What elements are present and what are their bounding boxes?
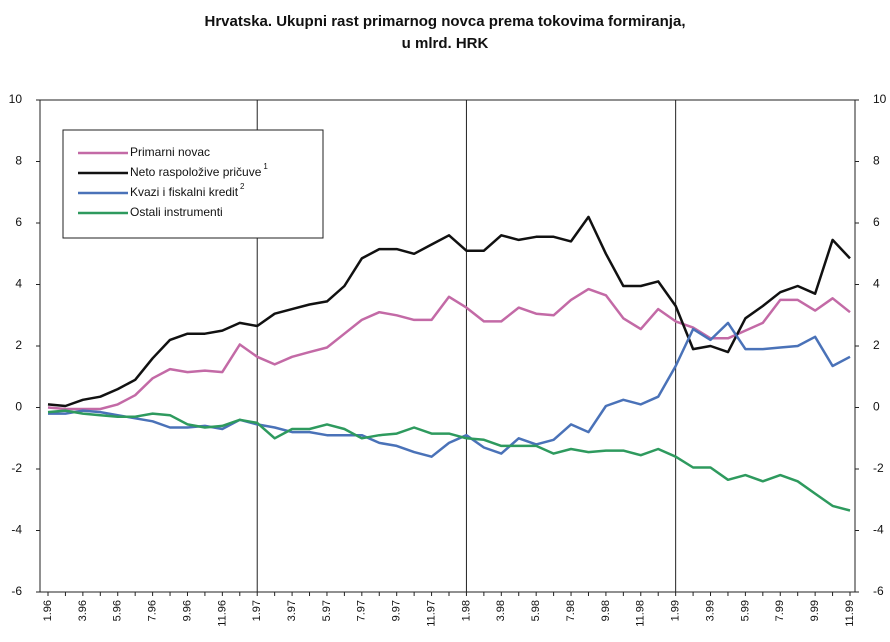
x-tick-label: 5.97 [321,600,333,621]
x-tick-label: 11.96 [216,600,228,627]
y2-tick-label: 0 [873,400,880,414]
y2-tick-label: 6 [873,215,880,229]
y2-tick-label: 2 [873,338,880,352]
x-tick-label: 3.96 [77,600,89,621]
y-tick-label: 6 [15,215,22,229]
x-tick-label: 9.99 [809,600,821,621]
legend-label: Primarni novac [130,145,210,159]
y-tick-label: 4 [15,277,22,291]
x-tick-label: 3.98 [495,600,507,621]
x-tick-label: 7.96 [147,600,159,621]
x-tick-label: 3.97 [286,600,298,621]
chart-title: u mlrd. HRK [402,35,489,52]
y2-tick-label: 8 [873,154,880,168]
series-line [47,215,851,408]
chart-title: Hrvatska. Ukupni rast primarnog novca pr… [205,13,686,30]
y2-tick-label: -4 [873,523,884,537]
x-tick-label: 1.97 [251,600,263,621]
x-tick-label: 3.99 [704,600,716,621]
legend-label: Neto raspoložive pričuve [130,165,262,179]
y-tick-label: -4 [11,523,22,537]
x-tick-label: 5.99 [739,600,751,621]
x-tick-label: 7.97 [356,600,368,621]
x-tick-label: 5.98 [530,600,542,621]
x-tick-label: 9.98 [600,600,612,621]
legend-label: Kvazi i fiskalni kredit [130,185,239,199]
series-line [47,409,851,512]
y2-tick-label: 10 [873,92,887,106]
y2-tick-label: 4 [873,277,880,291]
x-tick-label: 9.96 [181,600,193,621]
y-tick-label: 2 [15,338,22,352]
legend-footnote: 2 [240,182,245,191]
x-tick-label: 1.99 [670,600,682,621]
y-tick-label: 8 [15,154,22,168]
y2-tick-label: -6 [873,584,884,598]
y-tick-label: -2 [11,461,22,475]
y2-tick-label: -2 [873,461,884,475]
series-line [47,287,851,411]
y-tick-label: 10 [9,92,23,106]
x-tick-label: 11.99 [844,600,856,627]
x-tick-label: 7.99 [774,600,786,621]
x-tick-label: 1.96 [42,600,54,621]
legend-label: Ostali instrumenti [130,205,223,219]
series-line [48,321,851,458]
legend-footnote: 1 [263,162,268,171]
x-tick-label: 5.96 [112,600,124,621]
legend-box [62,129,324,239]
x-tick-label: 11.97 [425,600,437,627]
x-tick-label: 9.97 [391,600,403,621]
x-tick-label: 11.98 [635,600,647,627]
y-tick-label: 0 [15,400,22,414]
y-tick-label: -6 [11,584,22,598]
x-tick-label: 7.98 [565,600,577,621]
x-tick-label: 1.98 [460,600,472,621]
